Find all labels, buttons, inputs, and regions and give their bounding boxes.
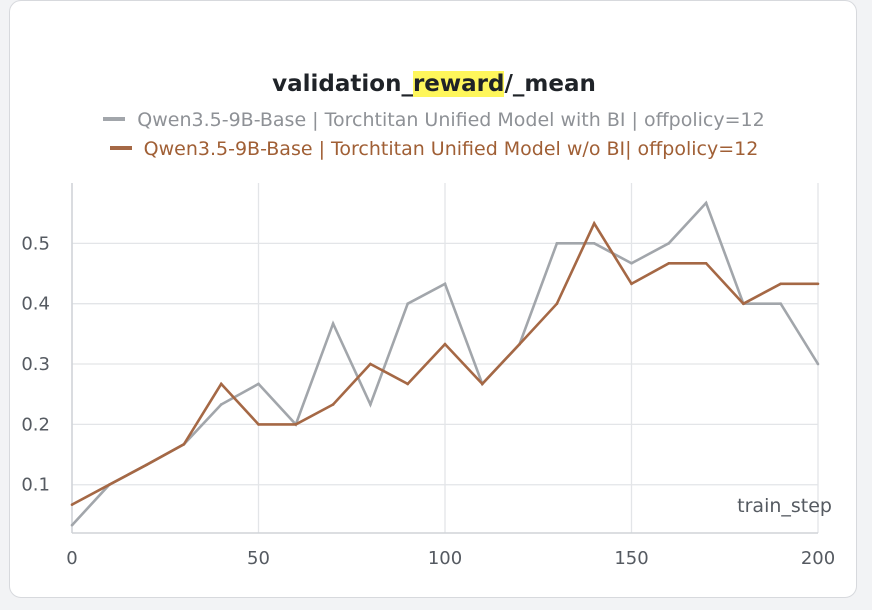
data-point xyxy=(257,382,260,386)
legend-entry-2[interactable]: Qwen3.5-9B-Base | Torchtitan Unified Mod… xyxy=(10,138,858,160)
legend-swatch-2 xyxy=(109,145,132,150)
legend-entry-1[interactable]: Qwen3.5-9B-Base | Torchtitan Unified Mod… xyxy=(10,109,858,131)
legend-swatch-1 xyxy=(103,116,126,121)
data-point xyxy=(630,282,633,286)
x-tick-label: 100 xyxy=(428,548,462,569)
data-point xyxy=(704,261,708,265)
legend-label-2: Qwen3.5-9B-Base | Torchtitan Unified Mod… xyxy=(143,138,759,160)
data-point xyxy=(108,483,111,487)
data-point xyxy=(331,403,335,406)
line-chart: 0.1 0.2 0.3 0.4 0.5 0 50 100 150 200 train_step xyxy=(21,183,835,569)
data-point xyxy=(592,222,596,225)
data-point xyxy=(704,201,708,205)
y-tick-label: 0.1 xyxy=(21,475,50,496)
y-tick-label: 0.5 xyxy=(21,233,50,254)
data-point xyxy=(443,282,447,286)
data-point xyxy=(555,242,559,245)
data-point xyxy=(667,261,671,265)
data-point xyxy=(257,423,260,426)
data-point xyxy=(331,322,335,325)
data-point xyxy=(294,423,298,426)
data-point xyxy=(443,342,447,346)
x-axis-label: train_step xyxy=(737,495,832,517)
y-tick-label: 0.3 xyxy=(21,354,50,375)
x-tick-label: 50 xyxy=(247,548,270,569)
data-point xyxy=(592,242,596,245)
data-point xyxy=(667,242,671,245)
data-point xyxy=(70,503,74,506)
y-tick-label: 0.2 xyxy=(21,414,50,435)
data-point xyxy=(816,282,820,286)
data-point xyxy=(816,362,820,366)
data-point xyxy=(406,302,410,305)
data-point xyxy=(779,282,782,286)
x-tick-label: 150 xyxy=(614,548,648,569)
chart-title: validation_reward/_mean xyxy=(10,71,858,97)
data-point xyxy=(406,382,410,386)
data-point xyxy=(742,302,745,305)
title-highlight: reward xyxy=(412,71,505,97)
title-prefix: validation_ xyxy=(272,71,413,97)
data-point xyxy=(630,261,633,265)
data-point xyxy=(369,403,372,406)
data-point xyxy=(145,463,148,467)
y-tick-label: 0.4 xyxy=(21,294,50,315)
data-point xyxy=(481,382,484,386)
data-point xyxy=(70,523,74,527)
x-tick-label: 200 xyxy=(801,548,835,569)
data-point xyxy=(555,302,559,305)
data-point xyxy=(369,362,372,366)
x-tick-label: 0 xyxy=(66,548,77,569)
data-point xyxy=(219,403,223,406)
data-point xyxy=(779,302,782,305)
data-point xyxy=(518,342,521,346)
chart-card: validation_reward/_mean Qwen3.5-9B-Base … xyxy=(9,0,857,598)
data-point xyxy=(219,382,223,386)
title-suffix: /_mean xyxy=(504,71,596,97)
legend-label-1: Qwen3.5-9B-Base | Torchtitan Unified Mod… xyxy=(137,109,765,131)
data-point xyxy=(182,442,186,446)
